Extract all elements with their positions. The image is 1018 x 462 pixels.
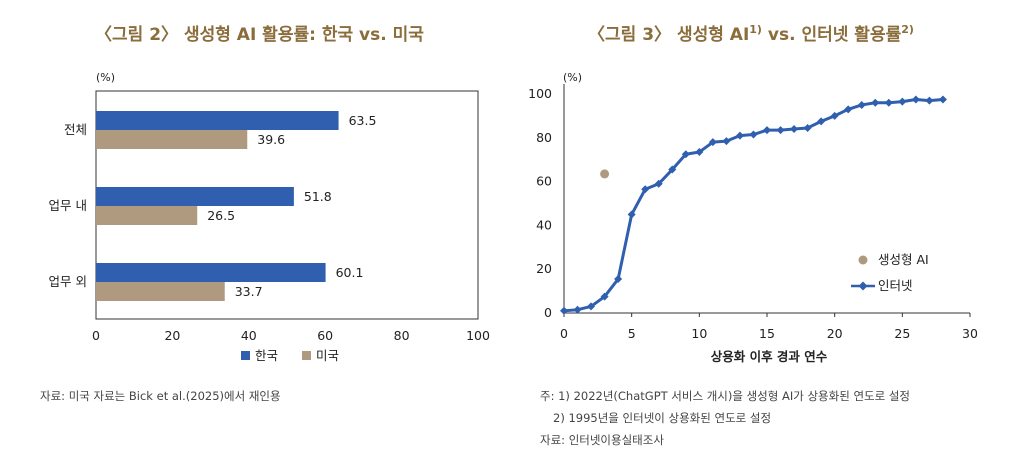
point-internet <box>898 97 907 106</box>
x-tick-label: 80 <box>394 328 410 343</box>
point-internet <box>614 275 623 284</box>
bar-value-label: 33.7 <box>235 284 263 299</box>
x-tick-label: 10 <box>691 326 707 341</box>
category-label: 업무 외 <box>49 274 87 289</box>
bar-korea <box>96 187 294 206</box>
x-tick-label: 15 <box>759 326 775 341</box>
bar-value-label: 51.8 <box>304 189 332 204</box>
point-internet <box>708 138 717 147</box>
legend-marker-internet <box>858 281 868 291</box>
point-internet <box>776 126 785 135</box>
point-internet <box>695 148 704 157</box>
left-source-note: 자료: 미국 자료는 Bick et al.(2025)에서 재인용 <box>40 389 281 403</box>
bar-usa <box>96 206 198 225</box>
bar-value-label: 63.5 <box>349 113 377 128</box>
y-tick-label: 80 <box>536 130 552 145</box>
right-series-group <box>560 95 947 315</box>
category-label: 전체 <box>64 122 87 137</box>
x-tick-label: 30 <box>962 326 978 341</box>
legend-swatch-usa <box>302 351 311 360</box>
x-tick-label: 25 <box>894 326 910 341</box>
bar-value-label: 26.5 <box>207 208 235 223</box>
bar-value-label: 39.6 <box>257 132 285 147</box>
x-tick-label: 20 <box>827 326 843 341</box>
right-chart-title: 〈그림 3〉 생성형 AI1) vs. 인터넷 활용률2) <box>588 23 914 45</box>
right-unit-label: (%) <box>563 71 582 84</box>
point-internet <box>641 185 650 194</box>
y-tick-label: 20 <box>536 261 552 276</box>
point-genai <box>600 169 610 179</box>
point-internet <box>668 165 677 174</box>
point-internet <box>938 95 947 104</box>
x-tick-label: 5 <box>628 326 636 341</box>
point-internet <box>790 125 799 134</box>
legend-marker-genai <box>858 255 868 265</box>
x-tick-label: 60 <box>317 328 333 343</box>
right-title-main: 〈그림 3〉 생성형 AI <box>588 24 749 45</box>
point-internet <box>681 150 690 159</box>
point-internet <box>600 292 609 301</box>
point-internet <box>627 210 636 219</box>
point-internet <box>573 305 582 314</box>
point-internet <box>803 123 812 132</box>
legend-swatch-korea <box>241 351 250 360</box>
right-note-1: 주: 1) 2022년(ChatGPT 서비스 개시)을 생성형 AI가 상용화… <box>540 389 910 403</box>
point-internet <box>749 130 758 139</box>
legend-label-genai: 생성형 AI <box>878 252 929 267</box>
y-tick-label: 100 <box>528 86 552 101</box>
left-bars-group: 63.5 39.6 51.8 26.5 60.1 33.7 <box>96 111 376 301</box>
bar-korea <box>96 111 339 130</box>
legend-label-internet: 인터넷 <box>878 278 913 293</box>
x-tick-label: 100 <box>466 328 490 343</box>
right-note-2: 2) 1995년을 인터넷이 상용화된 연도로 설정 <box>553 411 771 425</box>
left-unit-label: (%) <box>96 71 115 84</box>
right-title-sup2: 2) <box>901 23 914 36</box>
bar-value-label: 60.1 <box>336 265 364 280</box>
x-tick-label: 20 <box>164 328 180 343</box>
legend-label-usa: 미국 <box>316 348 339 363</box>
right-source-note: 자료: 인터넷이용실태조사 <box>540 433 664 447</box>
bar-usa <box>96 282 225 301</box>
point-internet <box>857 100 866 109</box>
point-internet <box>884 98 893 107</box>
right-title-sup1: 1) <box>749 23 762 36</box>
x-tick-label: 0 <box>560 326 568 341</box>
y-tick-label: 0 <box>544 305 552 320</box>
right-x-ticks: 0 5 10 15 20 25 30 <box>560 313 978 341</box>
y-tick-label: 60 <box>536 174 552 189</box>
y-tick-label: 40 <box>536 217 552 232</box>
point-internet <box>871 98 880 107</box>
point-internet <box>844 105 853 114</box>
point-internet <box>817 117 826 126</box>
left-chart-title: 〈그림 2〉 생성형 AI 활용률: 한국 vs. 미국 <box>95 24 424 45</box>
right-x-axis-label: 상용화 이후 경과 연수 <box>711 349 828 364</box>
point-internet <box>763 126 771 135</box>
right-title-mid: vs. 인터넷 활용률 <box>762 24 902 45</box>
point-internet <box>587 302 596 311</box>
point-internet <box>830 111 839 120</box>
bar-usa <box>96 130 248 149</box>
point-internet <box>735 131 744 140</box>
left-x-ticks: 0 20 40 60 80 100 <box>92 328 490 343</box>
point-internet <box>722 137 731 146</box>
point-internet <box>925 96 934 105</box>
point-internet <box>560 306 568 315</box>
bar-korea <box>96 263 326 282</box>
legend-label-korea: 한국 <box>255 348 278 363</box>
point-internet <box>911 95 920 104</box>
right-y-ticks: 0 20 40 60 80 100 <box>528 86 552 320</box>
x-tick-label: 0 <box>92 328 100 343</box>
category-label: 업무 내 <box>49 198 87 213</box>
point-internet <box>654 179 663 188</box>
x-tick-label: 40 <box>241 328 257 343</box>
